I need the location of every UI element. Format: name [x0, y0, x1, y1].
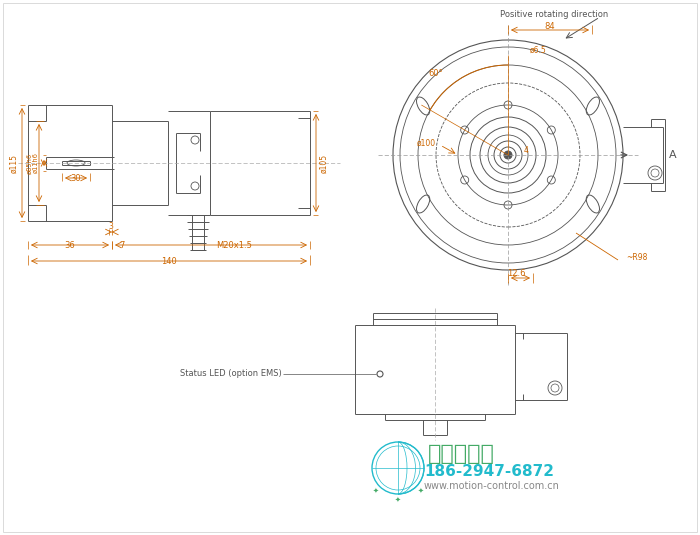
Text: A: A	[669, 150, 677, 160]
Text: ✦: ✦	[395, 497, 401, 503]
Text: 30: 30	[71, 173, 81, 182]
Text: 7: 7	[119, 241, 125, 249]
Text: ø115: ø115	[10, 154, 18, 172]
Text: 186-2947-6872: 186-2947-6872	[424, 464, 554, 479]
Text: 84: 84	[545, 21, 555, 30]
Text: Status LED (option EMS): Status LED (option EMS)	[181, 370, 282, 378]
Text: 140: 140	[161, 256, 177, 265]
Text: 36: 36	[64, 241, 76, 249]
Text: www.motion-control.com.cn: www.motion-control.com.cn	[424, 481, 560, 491]
Text: ø100: ø100	[416, 139, 435, 148]
Text: 12.6: 12.6	[507, 269, 525, 278]
Text: Positive rotating direction: Positive rotating direction	[500, 10, 608, 19]
Text: 60°: 60°	[428, 68, 443, 78]
Text: 西安德伍拓: 西安德伍拓	[428, 444, 495, 464]
Text: ✦: ✦	[418, 487, 424, 494]
Text: ~R98: ~R98	[626, 253, 648, 262]
Text: ø6.5: ø6.5	[530, 45, 547, 55]
Text: 3: 3	[108, 221, 113, 231]
Text: ø11h6: ø11h6	[33, 152, 39, 173]
Text: ø105: ø105	[319, 154, 328, 173]
Text: 4: 4	[524, 146, 528, 155]
Circle shape	[504, 151, 512, 159]
Text: M20x1.5: M20x1.5	[216, 241, 252, 249]
Text: ✦: ✦	[372, 487, 378, 494]
Text: ø85h6: ø85h6	[27, 152, 33, 173]
